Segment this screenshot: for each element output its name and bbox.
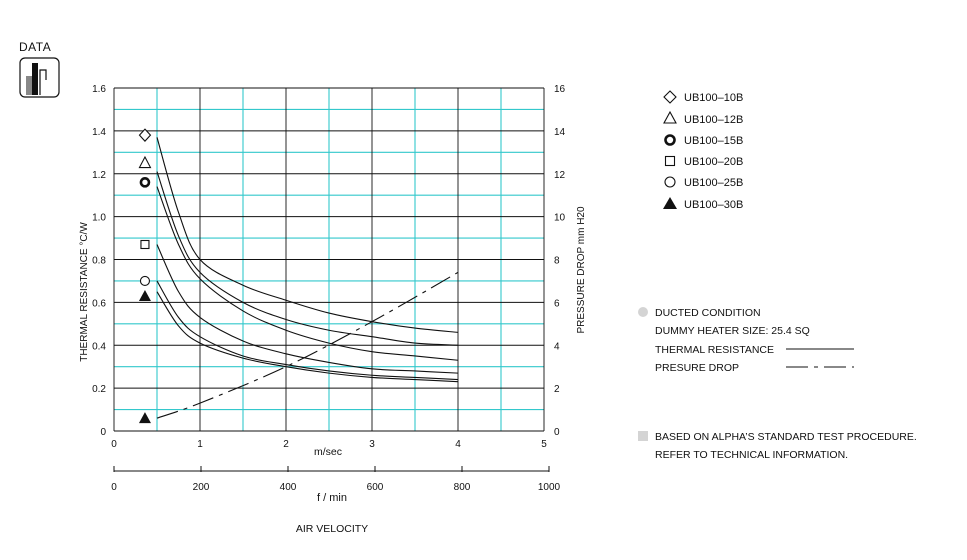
y2-tick-label: 4 [554, 341, 560, 352]
procedure-text: BASED ON ALPHA’S STANDARD TEST PROCEDURE… [655, 431, 917, 443]
secondary-x-tick-label: 400 [280, 482, 297, 493]
legend-item: UB100–10B [663, 90, 743, 104]
y-tick-label: 0.6 [92, 298, 106, 309]
y-axis-label: THERMAL RESISTANCE °C/W [79, 222, 90, 362]
series-marker-ub100-20b [140, 239, 150, 250]
y2-axis-label: PRESSURE DROP mm H20 [576, 206, 587, 334]
triangle-filled-marker-icon [663, 197, 677, 209]
secondary-x-axis-label: f / min [317, 492, 347, 504]
y-tick-label: 1.4 [92, 127, 106, 138]
series-marker-ub100-12b [138, 155, 152, 169]
series-line-ub100-20b [156, 244, 459, 374]
legend-item: UB100–30B [663, 197, 743, 211]
series-markers [138, 128, 152, 424]
series-marker-ub100-10b [138, 128, 152, 142]
data-label: DATA [19, 40, 51, 54]
y2-tick-label: 12 [554, 170, 566, 181]
series-line-ub100-12b [156, 171, 459, 346]
legend: UB100–10B UB100–12B UB100–15B UB100–20B … [663, 90, 743, 211]
y-tick-label: 1.6 [92, 84, 106, 95]
diamond-marker-icon [663, 90, 677, 104]
series-line-ub100-10b [156, 137, 459, 333]
axes: 0 1 2 3 4 500.20.40.60.81.01.21.41.6024681012… [92, 84, 565, 493]
y2-tick-label: 8 [554, 256, 560, 267]
y-tick-label: 0.8 [92, 256, 106, 267]
secondary-x-tick-label: 1000 [538, 482, 561, 493]
legend-label: UB100–15B [684, 135, 743, 147]
legend-label: UB100–25B [684, 177, 743, 189]
series-marker-ub100-30b [138, 289, 151, 301]
axis-caption: AIR VELOCITY [296, 523, 368, 535]
y2-tick-label: 16 [554, 84, 566, 95]
pressure-drop-marker [138, 412, 151, 424]
legend-label: UB100–10B [684, 92, 743, 104]
x-tick-label: 1 [197, 439, 203, 450]
secondary-x-tick-label: 200 [193, 482, 210, 493]
series-line-ub100-15b [156, 186, 459, 361]
y2-tick-label: 2 [554, 384, 560, 395]
y-tick-label: 0 [100, 427, 106, 438]
y2-tick-label: 6 [554, 298, 560, 309]
legend-label: UB100–20B [684, 156, 743, 168]
bullet-square-icon [638, 431, 648, 441]
x-tick-label: 2 [283, 439, 289, 450]
legend-item: UB100–15B [664, 134, 743, 147]
technical-info-text: REFER TO TECHNICAL INFORMATION. [655, 449, 848, 461]
series-marker-ub100-25b [139, 275, 151, 286]
secondary-x-tick-label: 800 [454, 482, 471, 493]
y2-tick-label: 14 [554, 127, 566, 138]
y2-tick-label: 0 [554, 427, 560, 438]
ducted-condition-text: DUCTED CONDITION [655, 307, 761, 319]
bar-chart-icon [19, 57, 60, 98]
x-axis-label: m/sec [314, 446, 342, 458]
circle-open-marker-icon [664, 176, 676, 188]
y2-tick-label: 10 [554, 213, 566, 224]
secondary-x-tick-label: 0 [111, 482, 117, 493]
grid [113, 87, 545, 432]
y-tick-label: 1.2 [92, 170, 106, 181]
legend-item: UB100–20B [664, 155, 743, 168]
bullet-dot-icon [638, 307, 648, 317]
series-marker-ub100-15b [139, 177, 151, 188]
series [156, 137, 459, 419]
legend-label: UB100–12B [684, 114, 743, 126]
thermal-resistance-key: THERMAL RESISTANCE [655, 344, 774, 356]
triangle-open-marker-icon [663, 110, 677, 124]
pressure-drop-line [156, 271, 459, 419]
x-tick-label: 4 [455, 439, 461, 450]
circle-bold-marker-icon [664, 134, 676, 146]
pressure-drop-key: PRESURE DROP [655, 362, 739, 374]
series-line-ub100-25b [156, 280, 459, 381]
y-tick-label: 1.0 [92, 213, 106, 224]
legend-item: UB100–12B [663, 110, 743, 126]
test-conditions: DUCTED CONDITION DUMMY HEATER SIZE: 25.4… [638, 307, 854, 374]
series-line-ub100-30b [156, 291, 459, 383]
secondary-x-tick-label: 600 [367, 482, 384, 493]
x-tick-label: 0 [111, 439, 117, 450]
legend-item: UB100–25B [664, 176, 743, 189]
x-tick-label: 5 [541, 439, 547, 450]
procedure-note: BASED ON ALPHA’S STANDARD TEST PROCEDURE… [638, 431, 917, 461]
square-marker-icon [664, 155, 676, 167]
x-tick-label: 3 [369, 439, 375, 450]
y-tick-label: 0.4 [92, 341, 106, 352]
legend-label: UB100–30B [684, 199, 743, 211]
y-tick-label: 0.2 [92, 384, 106, 395]
dummy-heater-text: DUMMY HEATER SIZE: 25.4 SQ [655, 325, 810, 337]
